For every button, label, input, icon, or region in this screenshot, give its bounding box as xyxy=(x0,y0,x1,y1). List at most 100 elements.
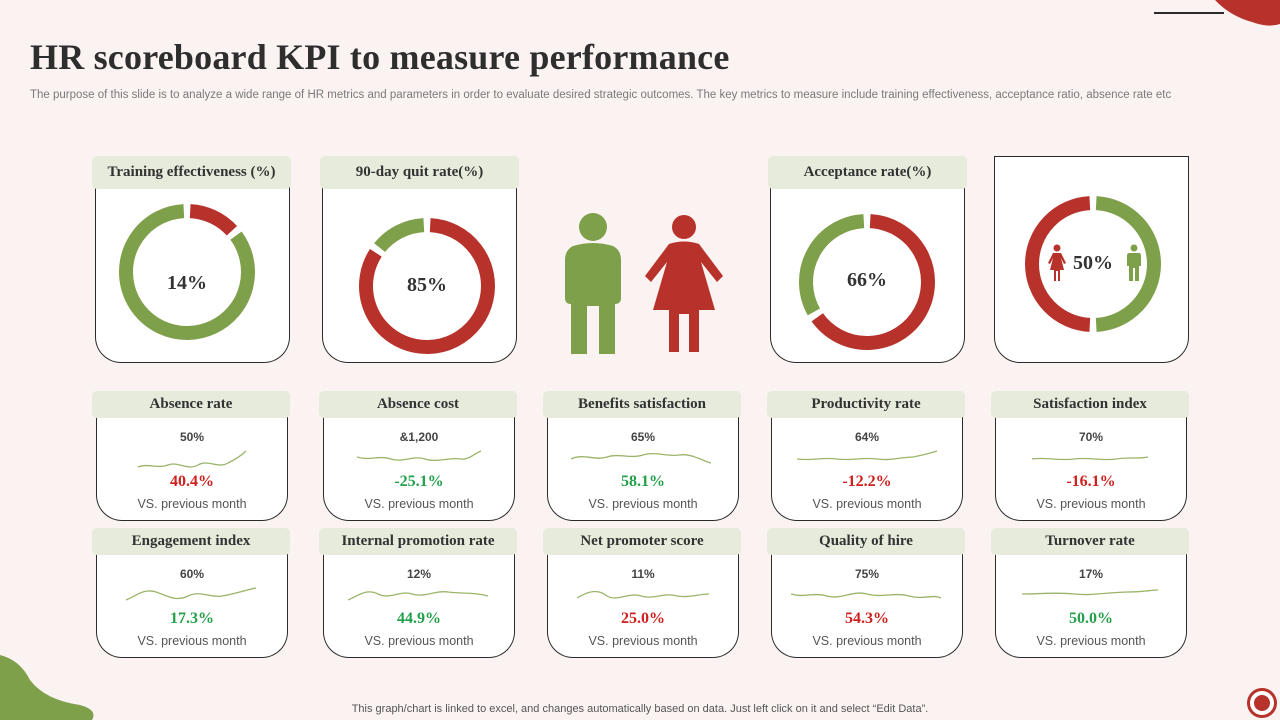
kpi-card: 75% 54.3% VS. previous month xyxy=(771,550,963,658)
kpi-card: 70% -16.1% VS. previous month xyxy=(995,413,1187,521)
kpi-change: 44.9% xyxy=(397,610,441,627)
donut-value-slice xyxy=(811,214,935,350)
donut-female-slice xyxy=(1025,196,1091,332)
kpi-sparkline xyxy=(348,591,489,601)
kpi-comparison-label: VS. previous month xyxy=(588,634,698,648)
kpi-change: 40.4% xyxy=(170,473,214,490)
quit-rate-donut xyxy=(359,218,495,354)
kpi-header: Internal promotion rate xyxy=(319,528,517,555)
kpi-card: 64% -12.2% VS. previous month xyxy=(771,413,963,521)
donut-value-slice xyxy=(189,204,238,236)
kpi-change: 50.0% xyxy=(1069,610,1113,627)
page-subtitle: The purpose of this slide is to analyze … xyxy=(30,89,1172,101)
training-effectiveness-value: 14% xyxy=(167,272,207,294)
kpi-comparison-label: VS. previous month xyxy=(1036,497,1146,511)
kpi-sparkline xyxy=(571,452,712,464)
kpi-header: Net promoter score xyxy=(543,528,741,555)
kpi-value: 11% xyxy=(631,567,655,581)
kpi-sparkline xyxy=(357,450,482,462)
kpi-card: &1,200 -25.1% VS. previous month xyxy=(323,413,515,521)
kpi-value: 12% xyxy=(406,567,432,581)
sparkline-path xyxy=(1032,456,1149,461)
kpi-header: Productivity rate xyxy=(767,391,965,418)
acceptance-rate-donut xyxy=(799,214,935,350)
kpi-comparison-label: VS. previous month xyxy=(812,497,922,511)
sparkline-path xyxy=(357,450,482,462)
kpi-sparkline xyxy=(797,450,938,461)
donut-remainder-slice xyxy=(799,214,865,316)
kpi-change: -12.2% xyxy=(842,473,892,490)
acceptance-rate-header: Acceptance rate(%) xyxy=(768,156,967,189)
sparkline-path xyxy=(791,592,942,599)
training-effectiveness-header: Training effectiveness (%) xyxy=(92,156,291,189)
kpi-comparison-label: VS. previous month xyxy=(588,497,698,511)
female-figure-icon xyxy=(645,215,723,352)
kpi-change: 58.1% xyxy=(621,473,665,490)
page-title: HR scoreboard KPI to measure performance xyxy=(30,37,730,77)
kpi-sparkline xyxy=(1022,589,1159,596)
donut-remainder-slice xyxy=(374,218,425,253)
kpi-comparison-label: VS. previous month xyxy=(137,497,247,511)
quit-rate-header: 90-day quit rate(%) xyxy=(320,156,519,189)
people-figures xyxy=(565,213,723,354)
kpi-card: 50% 40.4% VS. previous month xyxy=(96,413,288,521)
kpi-header: Satisfaction index xyxy=(991,391,1189,418)
acceptance-rate-value: 66% xyxy=(847,269,887,291)
gender-ratio-value: 50% xyxy=(1073,252,1113,274)
kpi-card: 65% 58.1% VS. previous month xyxy=(547,413,739,521)
sparkline-path xyxy=(571,452,712,464)
kpi-comparison-label: VS. previous month xyxy=(812,634,922,648)
kpi-sparkline xyxy=(1032,456,1149,461)
kpi-value: 17% xyxy=(1078,567,1104,581)
navigation-button[interactable] xyxy=(1247,688,1277,718)
kpi-value: 60% xyxy=(179,567,205,581)
sparkline-path xyxy=(797,450,938,461)
kpi-value: 75% xyxy=(854,567,880,581)
sparkline-path xyxy=(1022,589,1159,596)
top-right-blob xyxy=(1215,0,1280,26)
kpi-card: 17% 50.0% VS. previous month xyxy=(995,550,1187,658)
kpi-value: 64% xyxy=(854,430,880,444)
kpi-comparison-label: VS. previous month xyxy=(1036,634,1146,648)
donut-remainder-slice xyxy=(119,204,255,340)
kpi-card: 60% 17.3% VS. previous month xyxy=(96,550,288,658)
sparkline-path xyxy=(138,450,247,468)
kpi-header: Quality of hire xyxy=(767,528,965,555)
sparkline-path xyxy=(126,587,257,601)
kpi-change: 54.3% xyxy=(845,610,889,627)
small-female-icon xyxy=(1048,244,1066,281)
male-figure-icon xyxy=(565,213,621,354)
kpi-header: Benefits satisfaction xyxy=(543,391,741,418)
training-effectiveness-donut xyxy=(119,204,255,340)
quit-rate-value: 85% xyxy=(407,274,447,296)
kpi-card: 11% 25.0% VS. previous month xyxy=(547,550,739,658)
sparkline-path xyxy=(348,591,489,601)
kpi-value: 65% xyxy=(630,430,656,444)
kpi-change: -25.1% xyxy=(394,473,444,490)
kpi-comparison-label: VS. previous month xyxy=(364,634,474,648)
kpi-sparkline xyxy=(126,587,257,601)
kpi-header: Absence rate xyxy=(92,391,290,418)
kpi-value: 70% xyxy=(1078,430,1104,444)
footnote: This graph/chart is linked to excel, and… xyxy=(351,703,929,715)
gender-ratio-donut xyxy=(1025,196,1161,332)
kpi-change: -16.1% xyxy=(1066,473,1116,490)
small-male-icon xyxy=(1127,244,1141,281)
kpi-change: 17.3% xyxy=(170,610,214,627)
kpi-card: 12% 44.9% VS. previous month xyxy=(323,550,515,658)
kpi-value: &1,200 xyxy=(399,430,439,444)
donut-value-slice xyxy=(359,218,495,354)
kpi-header: Engagement index xyxy=(92,528,290,555)
kpi-value: 50% xyxy=(179,430,205,444)
kpi-comparison-label: VS. previous month xyxy=(137,634,247,648)
kpi-change: 25.0% xyxy=(621,610,665,627)
kpi-sparkline xyxy=(577,590,710,599)
sparkline-path xyxy=(577,590,710,599)
kpi-header: Turnover rate xyxy=(991,528,1189,555)
top-divider-line xyxy=(1154,12,1224,14)
kpi-sparkline xyxy=(138,450,247,468)
kpi-comparison-label: VS. previous month xyxy=(364,497,474,511)
kpi-header: Absence cost xyxy=(319,391,517,418)
kpi-sparkline xyxy=(791,592,942,599)
donut-male-slice xyxy=(1095,196,1161,332)
